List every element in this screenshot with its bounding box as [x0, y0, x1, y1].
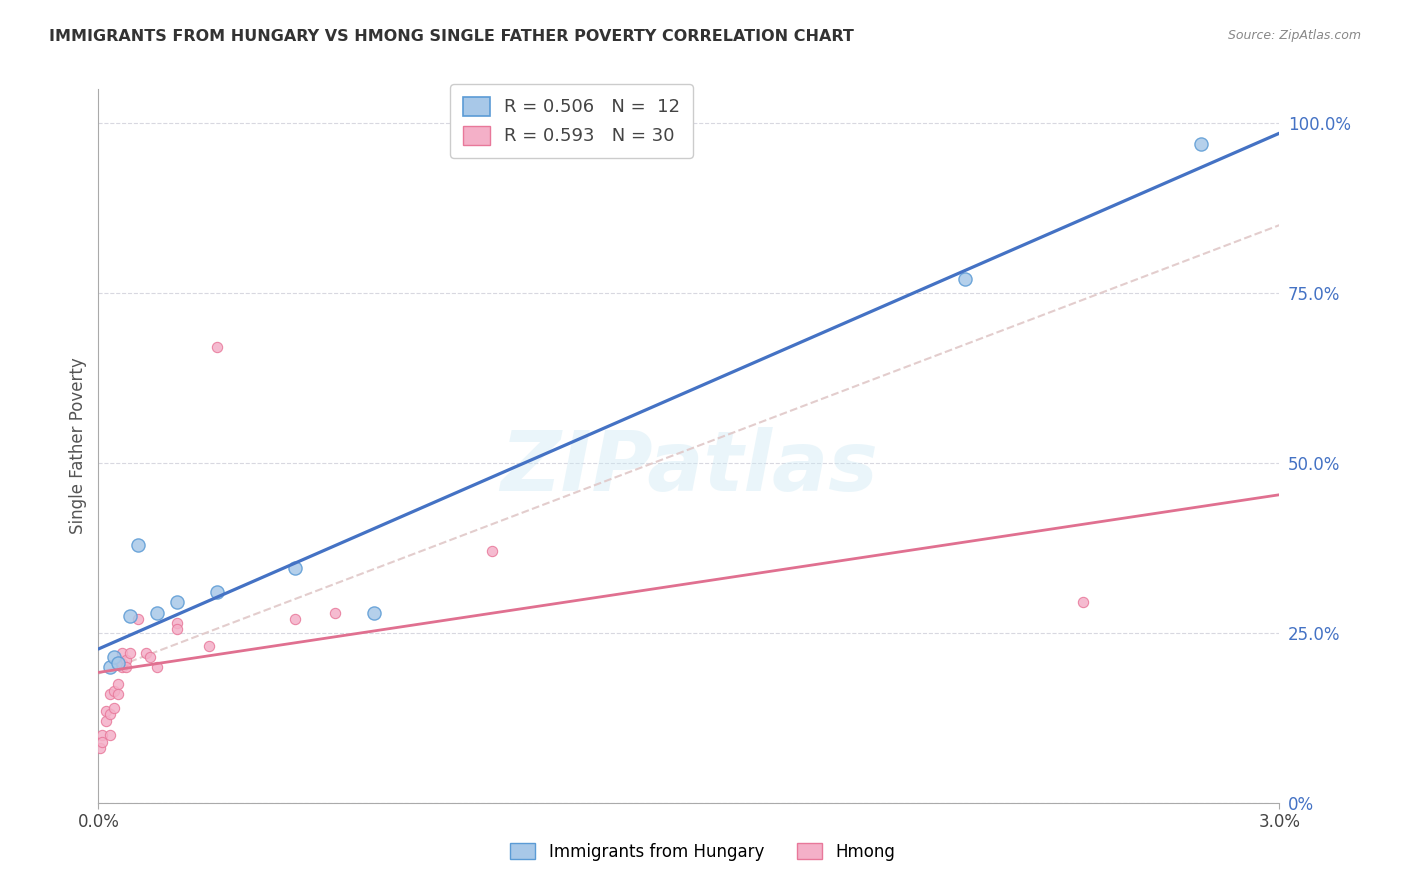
Text: ZIPatlas: ZIPatlas [501, 427, 877, 508]
Point [166, 615, 188, 630]
Point [205, 585, 228, 599]
Point [111, 660, 134, 674]
Point [118, 608, 141, 623]
Point [138, 649, 160, 664]
Point [103, 683, 125, 698]
Y-axis label: Single Father Poverty: Single Father Poverty [69, 358, 87, 534]
Point [323, 606, 346, 620]
Point [284, 612, 307, 626]
Point [107, 657, 129, 671]
Point [103, 649, 125, 664]
Legend: Immigrants from Hungary, Hmong: Immigrants from Hungary, Hmong [503, 837, 903, 868]
Point [146, 660, 169, 674]
Point [98, 660, 121, 674]
Point [107, 687, 129, 701]
Text: Source: ZipAtlas.com: Source: ZipAtlas.com [1227, 29, 1361, 42]
Point [96, 714, 118, 729]
Point [98, 728, 121, 742]
Point [1071, 595, 1094, 609]
Point [96, 704, 118, 718]
Text: IMMIGRANTS FROM HUNGARY VS HMONG SINGLE FATHER POVERTY CORRELATION CHART: IMMIGRANTS FROM HUNGARY VS HMONG SINGLE … [49, 29, 853, 44]
Point [363, 606, 385, 620]
Point [115, 653, 138, 667]
Point [115, 660, 138, 674]
Point [98, 707, 121, 722]
Point [953, 272, 976, 286]
Point [146, 606, 169, 620]
Point [1189, 136, 1212, 151]
Point [107, 677, 129, 691]
Point [111, 657, 134, 671]
Point [89, 741, 111, 756]
Point [103, 700, 125, 714]
Point [127, 612, 149, 626]
Point [481, 544, 503, 558]
Point [197, 640, 219, 654]
Point [127, 537, 149, 551]
Point [118, 646, 141, 660]
Point [98, 687, 121, 701]
Point [284, 561, 307, 575]
Point [166, 623, 188, 637]
Point [91, 734, 114, 748]
Legend: R = 0.506   N =  12, R = 0.593   N = 30: R = 0.506 N = 12, R = 0.593 N = 30 [450, 84, 693, 158]
Point [205, 341, 228, 355]
Point [111, 646, 134, 660]
Point [91, 728, 114, 742]
Point [166, 595, 188, 609]
Point [135, 646, 157, 660]
